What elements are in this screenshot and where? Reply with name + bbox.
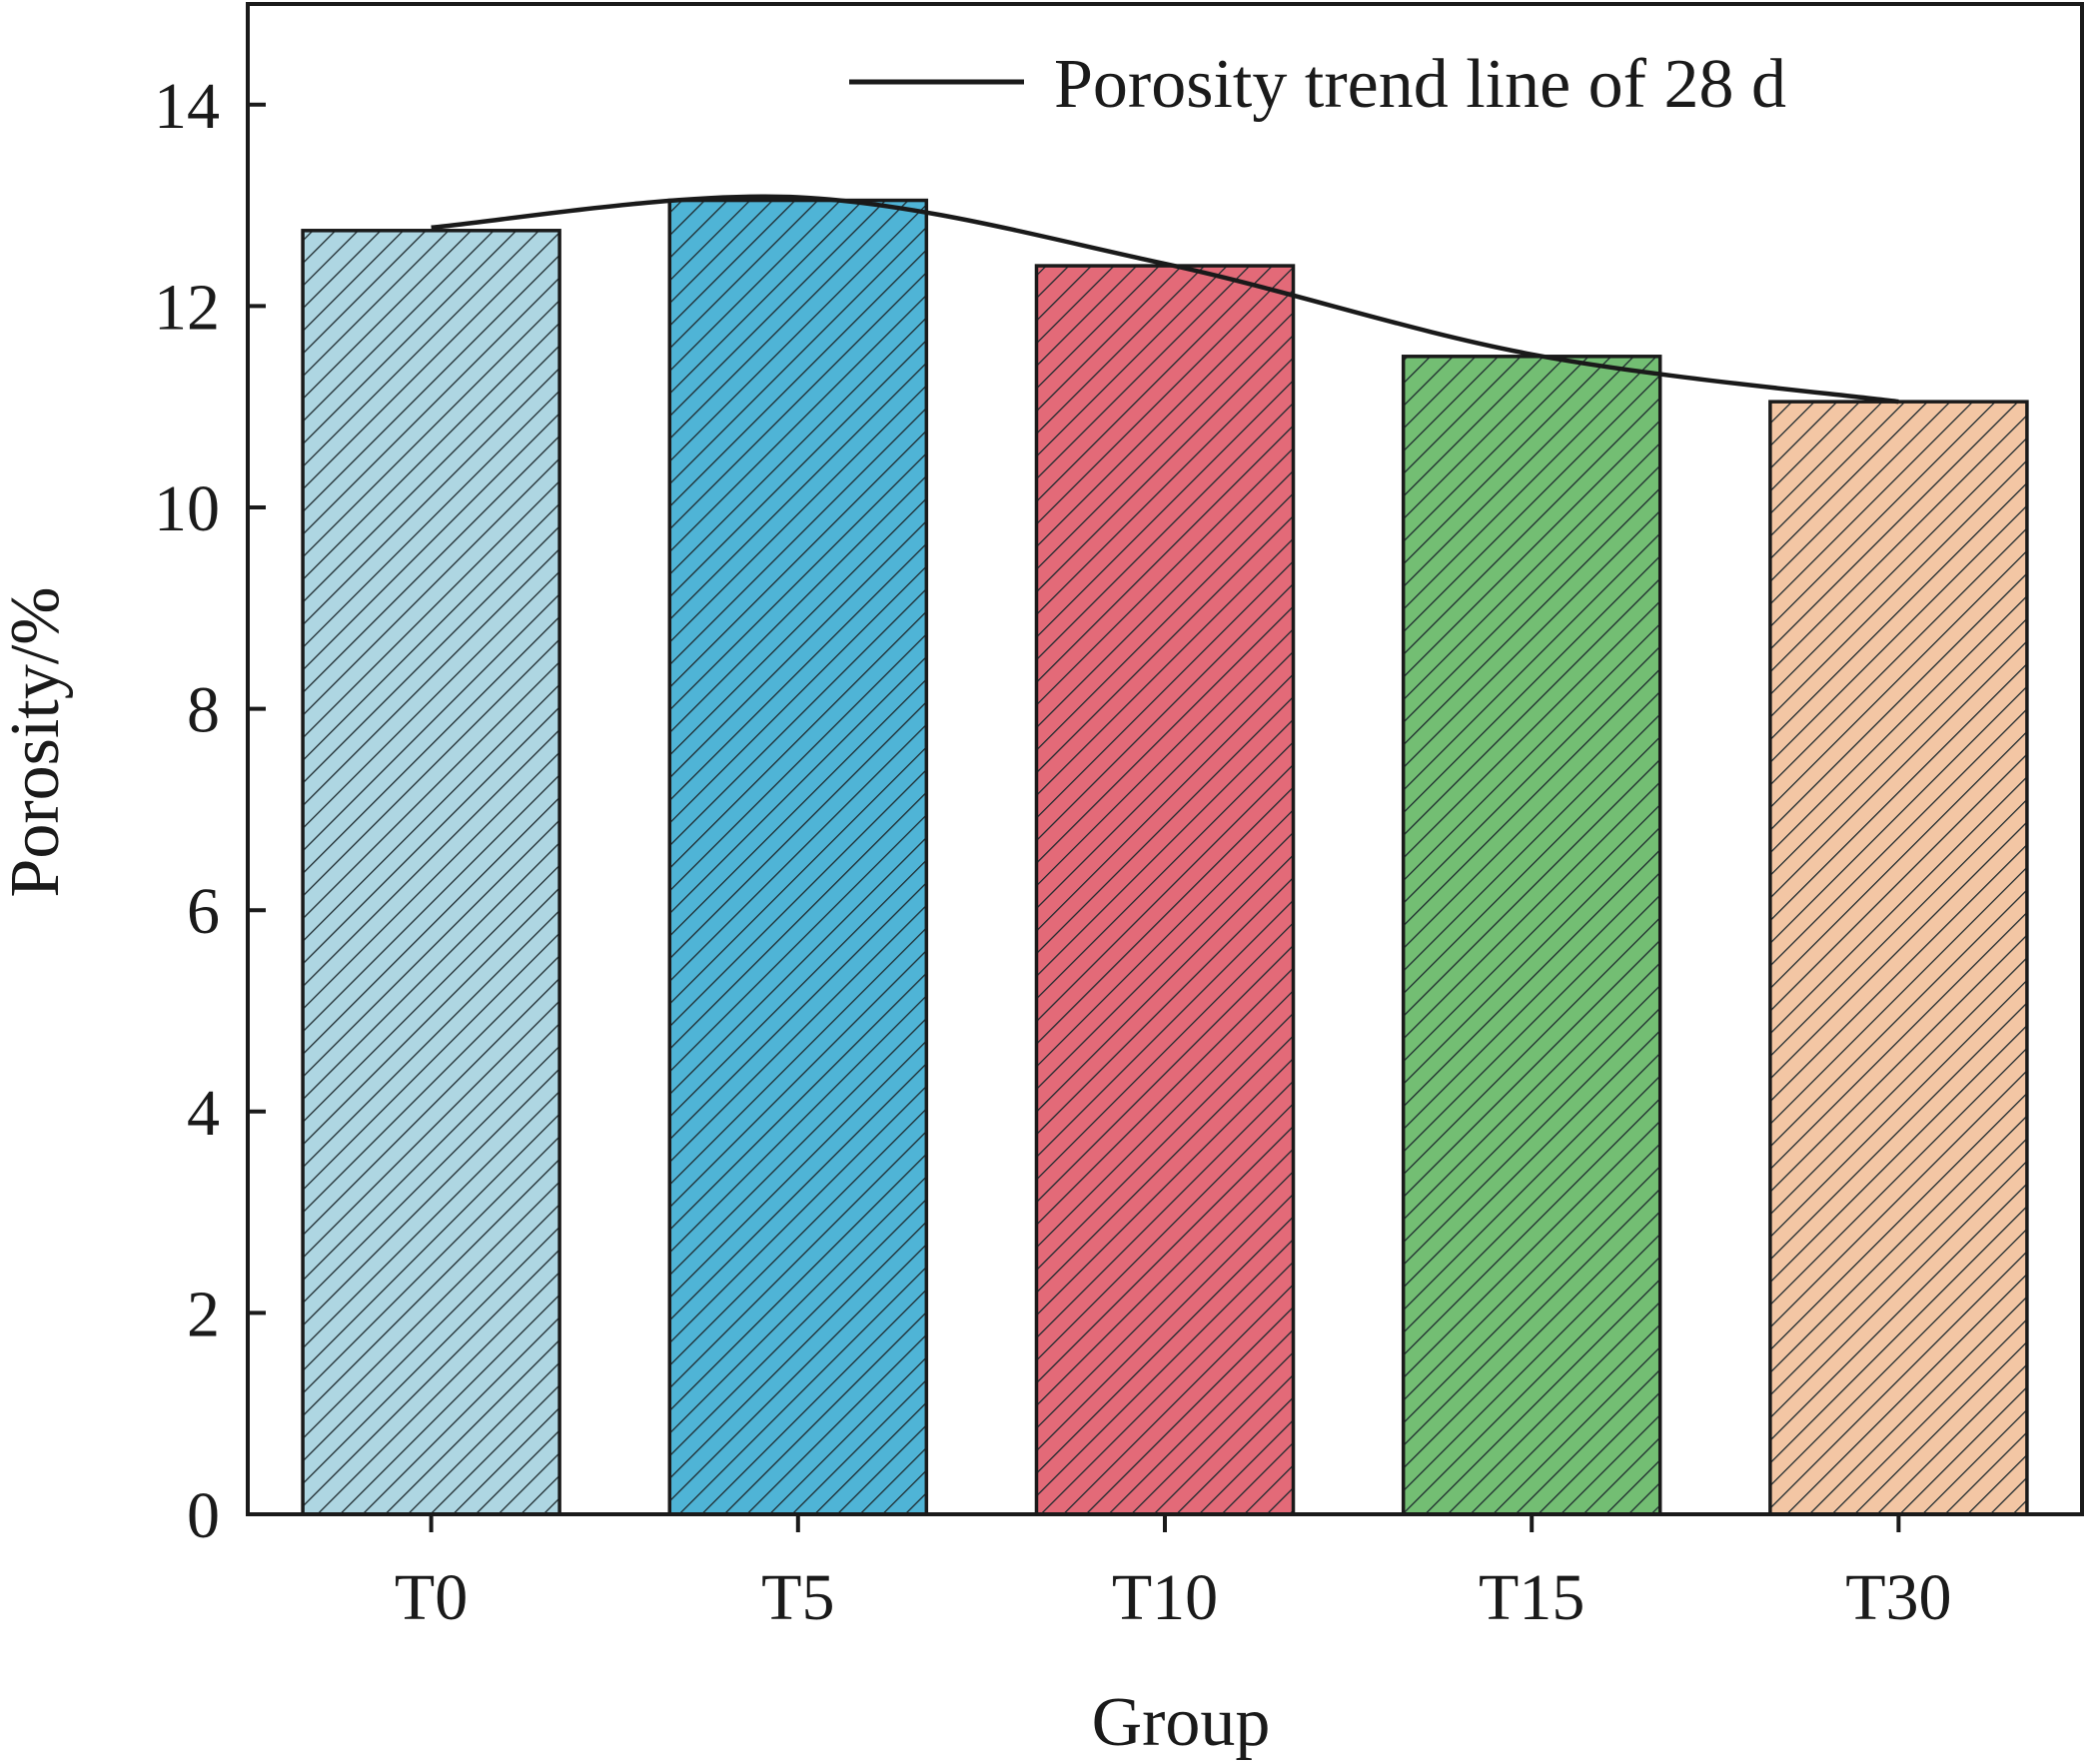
x-tick-label-t5: T5 [761, 1561, 834, 1634]
bar-hatch-t15 [1401, 355, 1662, 1516]
bars-layer [301, 198, 2029, 1516]
y-tick-label-8: 8 [187, 674, 220, 747]
bar-hatch-t10 [1034, 264, 1296, 1516]
bar-hatch-t30 [1768, 400, 2029, 1516]
axes: 0 2 4 6 8 10 12 14 T0 T5 T10 T15 T30 [154, 2, 2084, 1634]
x-tick-label-t30: T30 [1845, 1561, 1951, 1634]
y-tick-label-14: 14 [154, 70, 220, 143]
legend: Porosity trend line of 28 d [849, 46, 1786, 123]
x-axis-title: Group [1092, 1684, 1271, 1761]
x-tick-label-t0: T0 [395, 1561, 468, 1634]
y-tick-label-0: 0 [187, 1479, 220, 1552]
trend-line [431, 194, 1899, 405]
y-tick-label-12: 12 [154, 271, 220, 344]
y-tick-label-10: 10 [154, 472, 220, 545]
bar-hatch-t0 [301, 229, 561, 1516]
bar-hatch-t5 [667, 198, 929, 1516]
y-tick-label-4: 4 [187, 1077, 220, 1150]
y-axis-title: Porosity/% [0, 586, 74, 897]
y-tick-label-2: 2 [187, 1278, 220, 1350]
legend-label: Porosity trend line of 28 d [1054, 46, 1786, 123]
y-tick-label-6: 6 [187, 875, 220, 948]
x-tick-label-t10: T10 [1112, 1561, 1218, 1634]
trend-line-layer [431, 194, 1899, 405]
x-tick-label-t15: T15 [1479, 1561, 1584, 1634]
